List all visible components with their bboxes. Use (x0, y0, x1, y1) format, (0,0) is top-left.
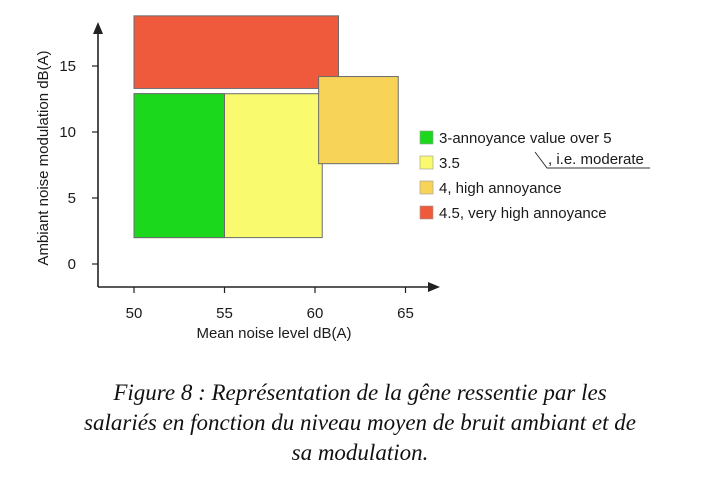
caption-line: Figure 8 : Représentation de la gêne res… (113, 380, 607, 405)
x-tick-label: 65 (397, 305, 414, 322)
region-3-annoyance-value-over-5 (133, 93, 225, 239)
figure-caption: Figure 8 : Représentation de la gêne res… (20, 378, 700, 468)
legend-annotation: , i.e. moderate (548, 151, 644, 168)
legend-swatch (419, 155, 434, 170)
chart-axes: 50 55 60 65 0 5 10 15 (59, 22, 440, 322)
legend-label: 4.5, very high annoyance (439, 205, 607, 222)
caption-line: salariés en fonction du niveau moyen de … (84, 410, 636, 435)
legend-swatch (419, 180, 434, 195)
y-tick-label: 0 (68, 256, 76, 273)
y-axis-label: Ambiant noise modulation dB(A) (35, 50, 52, 265)
annotation-pointer (534, 151, 650, 169)
region-4-high-annoyance (318, 76, 399, 165)
x-tick-label: 55 (216, 305, 233, 322)
y-tick-label: 15 (59, 58, 76, 75)
legend-label: 4, high annoyance (439, 180, 562, 197)
x-tick-label: 50 (126, 305, 143, 322)
x-axis-label: Mean noise level dB(A) (196, 325, 351, 342)
y-tick-label: 10 (59, 124, 76, 141)
x-tick-label: 60 (307, 305, 324, 322)
chart-regions (133, 15, 399, 239)
legend-swatch (419, 130, 434, 145)
legend-label: 3.5 (439, 155, 460, 172)
y-axis-arrow (93, 22, 103, 34)
chart-legend: 3-annoyance value over 5 3.5 4, high annoy… (419, 130, 650, 222)
caption-line: sa modulation. (291, 440, 429, 465)
x-axis-arrow (428, 282, 440, 292)
y-tick-label: 5 (68, 190, 76, 207)
legend-swatch (419, 205, 434, 220)
legend-label: 3-annoyance value over 5 (439, 130, 612, 147)
region-4-5-very-high-annoyance (133, 15, 340, 89)
